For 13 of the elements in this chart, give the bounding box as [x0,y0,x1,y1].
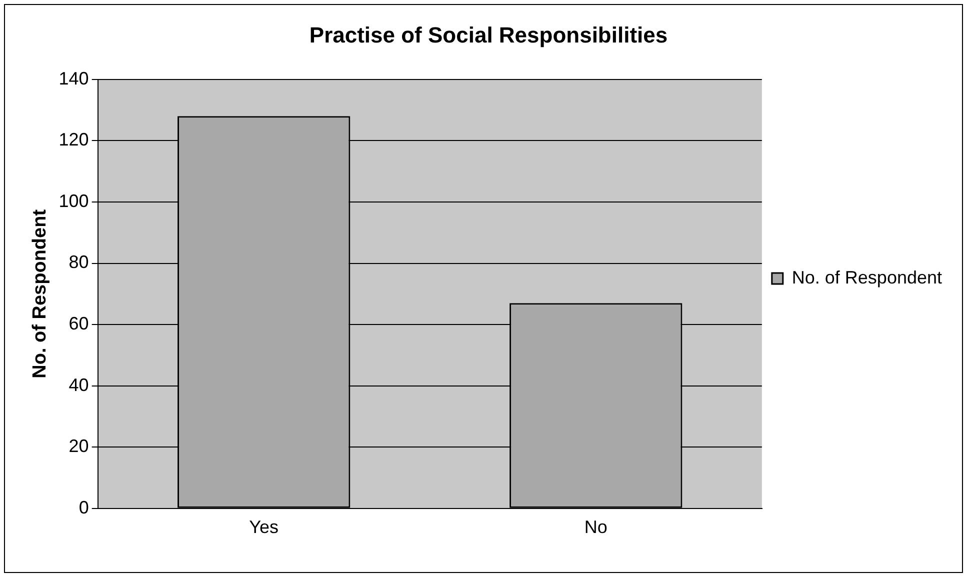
y-tick-label: 80 [68,252,89,272]
y-tick-label: 120 [58,130,89,150]
y-tick-label: 100 [58,190,89,211]
x-tick-label: No [584,517,608,538]
y-axis-title: No. of Respondent [30,208,51,378]
y-tick-label: 140 [58,68,89,88]
legend-label: No. of Respondent [792,267,942,288]
x-tick-label: Yes [249,517,279,538]
y-tick-label: 20 [68,436,89,456]
y-tick-label: 40 [68,374,89,395]
y-tick-label: 60 [68,314,89,334]
y-tick-label: 0 [78,497,89,518]
chart-title: Practise of Social Responsibilities [309,22,668,48]
